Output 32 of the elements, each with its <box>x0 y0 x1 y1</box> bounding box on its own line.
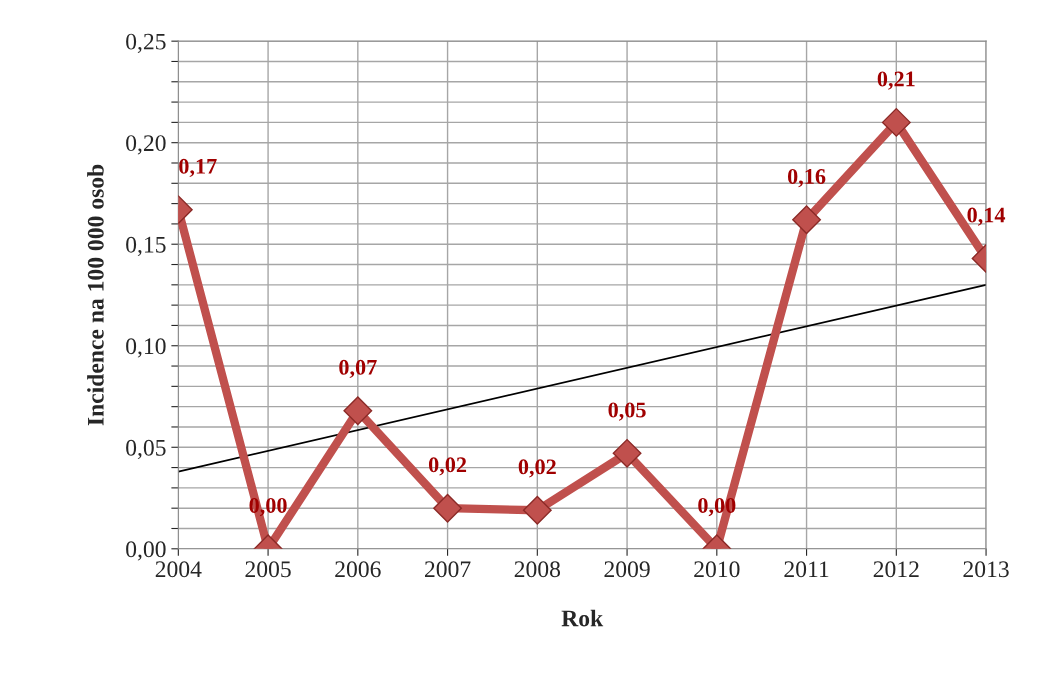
x-tick-label: 2013 <box>963 561 1009 578</box>
x-tick-label: 2005 <box>245 561 291 578</box>
x-tick-label: 2006 <box>335 561 381 578</box>
data-label: 0,17 <box>179 158 217 178</box>
y-axis-title: Incidence na 100 000 osob <box>87 164 104 426</box>
point <box>522 495 552 525</box>
x-tick-label: 2011 <box>784 561 829 578</box>
y-tick-label: 0,00 <box>126 541 166 561</box>
x-tick-label: 2008 <box>514 561 561 578</box>
y-tick-label: 0,05 <box>126 439 166 460</box>
point <box>612 438 642 468</box>
x-tick-label: 2010 <box>694 561 740 578</box>
data-label: 0,05 <box>608 402 646 421</box>
data-label: 0,02 <box>518 459 556 478</box>
point <box>792 205 822 235</box>
x-tick-label: 2007 <box>425 561 471 578</box>
point <box>433 493 463 523</box>
data-label: 0,02 <box>428 457 467 476</box>
y-tick-label: 0,15 <box>126 236 166 257</box>
y-tick-label: 0,20 <box>126 135 166 155</box>
data-label: 0,21 <box>877 71 915 90</box>
data-label: 0,14 <box>967 207 1006 226</box>
y-tick-label: 0,10 <box>126 338 166 358</box>
y-tick-label: 0,25 <box>126 33 166 53</box>
point <box>881 107 911 137</box>
x-tick-label: 2004 <box>155 561 202 578</box>
data-label: 0,07 <box>339 359 377 379</box>
data-label: 0,16 <box>787 168 826 188</box>
x-axis-title: Rok <box>561 609 604 627</box>
point <box>343 396 373 426</box>
x-tick-label: 2012 <box>873 561 919 578</box>
x-tick-label: 2009 <box>604 561 650 578</box>
